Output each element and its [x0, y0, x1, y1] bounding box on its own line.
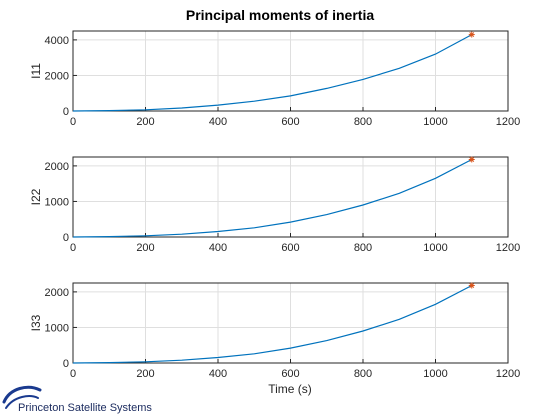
subplot-3: 0 200 400 600 800 1000 1200 0 1000 2000 I33 [29, 282, 520, 380]
x-tick-label: 600 [281, 368, 299, 380]
x-tick-label: 0 [70, 116, 76, 128]
x-tick-label: 400 [209, 242, 227, 254]
y-tick-label: 0 [63, 358, 69, 370]
x-tick-label: 1000 [423, 368, 447, 380]
y-tick-label: 1000 [45, 196, 69, 208]
y-axis-label: I11 [29, 63, 43, 79]
x-tick-label: 800 [354, 242, 372, 254]
y-tick-label: 2000 [45, 70, 69, 82]
series-line [72, 158, 473, 238]
x-tick-label: 400 [209, 116, 227, 128]
x-tick-label: 400 [209, 368, 227, 380]
x-tick-label: 200 [136, 242, 154, 254]
series-line [72, 34, 473, 112]
x-tick-label: 1200 [496, 368, 520, 380]
x-tick-label: 1200 [496, 242, 520, 254]
y-tick-label: 0 [63, 232, 69, 244]
y-axis-label: I22 [29, 188, 43, 205]
x-tick-label: 200 [136, 116, 154, 128]
x-tick-label: 1000 [423, 116, 447, 128]
x-tick-label: 800 [354, 368, 372, 380]
x-tick-label: 0 [70, 242, 76, 254]
x-tick-label: 600 [281, 116, 299, 128]
x-tick-label: 800 [354, 116, 372, 128]
logo-swoosh-icon [2, 385, 42, 409]
series-line [72, 284, 473, 364]
y-tick-label: 2000 [45, 287, 69, 299]
subplot-2: 0 200 400 600 800 1000 1200 0 1000 2000 I22 [29, 156, 520, 254]
end-point-marker [468, 282, 475, 289]
x-axis-label: Time (s) [268, 382, 312, 396]
end-point-marker [468, 156, 475, 163]
x-tick-label: 200 [136, 368, 154, 380]
x-tick-label: 1200 [496, 116, 520, 128]
y-axis-label: I33 [29, 314, 43, 331]
x-tick-label: 1000 [423, 242, 447, 254]
company-logo: Princeton Satellite Systems [2, 385, 152, 414]
company-name: Princeton Satellite Systems [18, 402, 152, 414]
y-tick-label: 1000 [45, 322, 69, 334]
chart-title: Principal moments of inertia [186, 7, 374, 23]
end-point-marker [468, 31, 475, 38]
y-tick-label: 0 [63, 106, 69, 118]
y-tick-label: 2000 [45, 161, 69, 173]
subplot-1: 0 200 400 600 800 1000 1200 0 2000 4000 I11 [29, 30, 520, 128]
y-tick-label: 4000 [45, 35, 69, 47]
x-tick-label: 0 [70, 368, 76, 380]
x-tick-label: 600 [281, 242, 299, 254]
